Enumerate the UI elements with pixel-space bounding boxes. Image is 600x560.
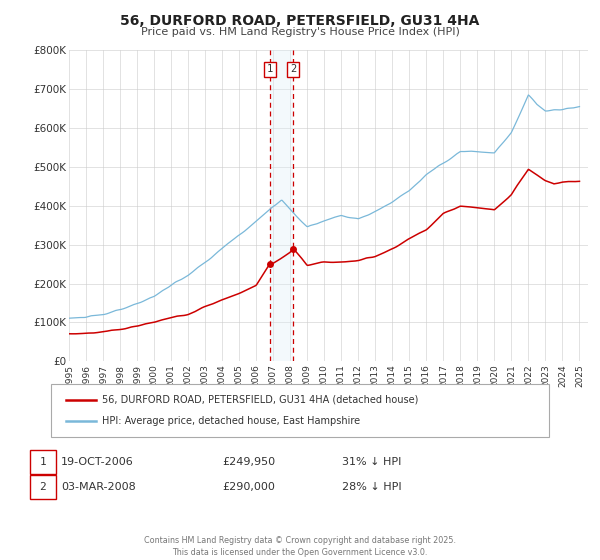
Text: £249,950: £249,950 [222, 457, 275, 467]
Text: Contains HM Land Registry data © Crown copyright and database right 2025.
This d: Contains HM Land Registry data © Crown c… [144, 536, 456, 557]
Text: Price paid vs. HM Land Registry's House Price Index (HPI): Price paid vs. HM Land Registry's House … [140, 27, 460, 37]
Bar [270, 50, 293, 361]
Text: 56, DURFORD ROAD, PETERSFIELD, GU31 4HA (detached house): 56, DURFORD ROAD, PETERSFIELD, GU31 4HA … [102, 395, 418, 405]
Text: 19-OCT-2006: 19-OCT-2006 [61, 457, 134, 467]
Text: 2: 2 [290, 64, 296, 74]
Text: £290,000: £290,000 [222, 482, 275, 492]
Text: 1: 1 [266, 64, 273, 74]
Text: 31% ↓ HPI: 31% ↓ HPI [342, 457, 401, 467]
Text: HPI: Average price, detached house, East Hampshire: HPI: Average price, detached house, East… [102, 416, 360, 426]
Text: 56, DURFORD ROAD, PETERSFIELD, GU31 4HA: 56, DURFORD ROAD, PETERSFIELD, GU31 4HA [121, 14, 479, 28]
Text: 28% ↓ HPI: 28% ↓ HPI [342, 482, 401, 492]
Text: 03-MAR-2008: 03-MAR-2008 [61, 482, 136, 492]
Text: 1: 1 [40, 457, 46, 467]
Text: 2: 2 [40, 482, 46, 492]
